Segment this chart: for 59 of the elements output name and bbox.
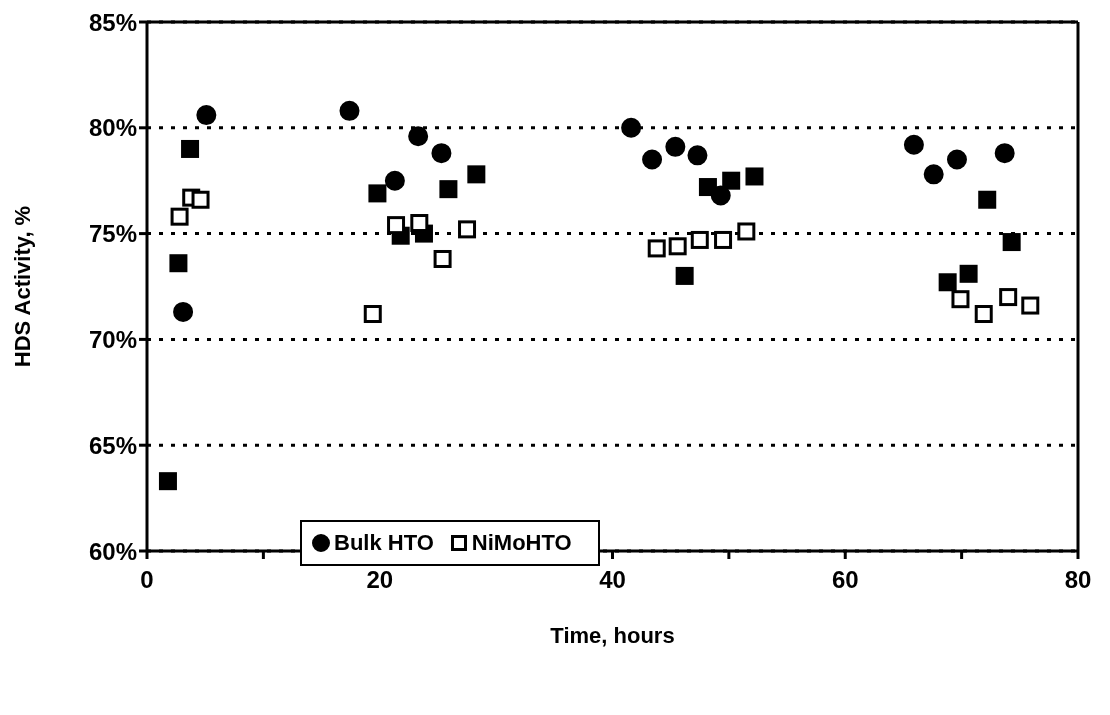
point (1002, 233, 1021, 252)
y-tick-label: 85% (88, 8, 137, 36)
point (339, 100, 360, 121)
y-axis-title: HDS Activity, % (9, 205, 35, 368)
point (196, 105, 217, 126)
point (467, 165, 486, 184)
point (439, 180, 458, 199)
point (642, 149, 663, 170)
point (181, 139, 200, 158)
point (158, 472, 177, 491)
point (959, 264, 978, 283)
x-tick-label: 40 (599, 566, 626, 594)
point (974, 305, 993, 324)
x-tick-label: 0 (140, 566, 154, 594)
legend-label: Bulk HTO (334, 530, 434, 556)
point (621, 117, 642, 138)
point (745, 167, 764, 186)
point (722, 171, 741, 190)
legend-label: NiMoHTO (471, 530, 572, 556)
y-tick-label: 65% (88, 431, 137, 459)
y-tick-label: 75% (88, 220, 137, 248)
point (978, 190, 997, 209)
point (714, 230, 733, 249)
point (191, 190, 210, 209)
point (999, 288, 1018, 307)
point (410, 214, 429, 233)
point (675, 266, 694, 285)
point (170, 207, 189, 226)
point (946, 149, 967, 170)
point (668, 237, 687, 256)
point (169, 254, 188, 273)
point (938, 273, 957, 292)
point (433, 249, 452, 268)
point (368, 184, 387, 203)
point (431, 143, 452, 164)
point (647, 239, 666, 258)
point (923, 164, 944, 185)
point (994, 143, 1015, 164)
x-tick-label: 80 (1064, 566, 1092, 594)
point (698, 178, 717, 197)
y-tick-label: 80% (88, 114, 137, 142)
point (951, 290, 970, 309)
point (408, 126, 429, 147)
point (665, 136, 686, 157)
point (173, 301, 194, 322)
point (458, 220, 477, 239)
x-tick-label: 20 (366, 566, 394, 594)
y-tick-label: 60% (88, 537, 137, 565)
point (687, 145, 708, 166)
point (363, 305, 382, 324)
y-tick-label: 70% (88, 325, 137, 353)
point (387, 216, 406, 235)
x-tick-label: 60 (831, 566, 859, 594)
point (1021, 296, 1040, 315)
x-axis-title: Time, hours (550, 623, 675, 648)
point (690, 230, 709, 249)
point (737, 222, 756, 241)
point (384, 170, 405, 191)
point (903, 134, 924, 155)
